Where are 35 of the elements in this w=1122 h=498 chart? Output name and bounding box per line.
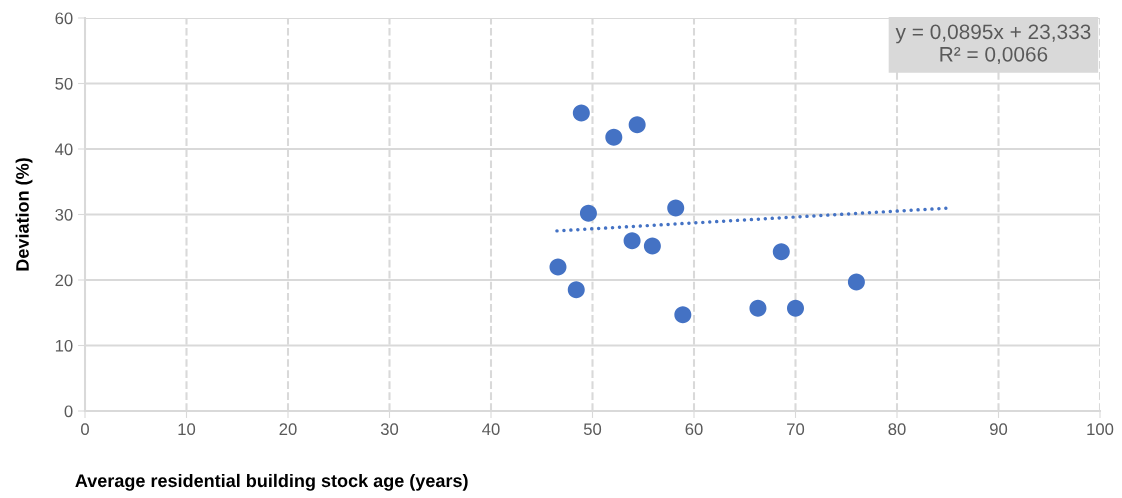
point bbox=[749, 299, 767, 317]
y-tick-label: 0 bbox=[64, 405, 73, 418]
point bbox=[623, 232, 641, 250]
x-tick-label: 40 bbox=[482, 423, 500, 436]
x-tick-label: 100 bbox=[1087, 423, 1114, 436]
point bbox=[674, 306, 692, 324]
point bbox=[579, 204, 597, 222]
y-tick-label: 50 bbox=[55, 77, 73, 90]
x-tick-label: 20 bbox=[279, 423, 297, 436]
y-tick-label: 10 bbox=[55, 339, 73, 352]
y-tick-label: 30 bbox=[55, 208, 73, 221]
x-tick-label: 70 bbox=[787, 423, 805, 436]
y-axis-title: Deviation (%) bbox=[15, 158, 33, 271]
y-tick-label: 20 bbox=[55, 274, 73, 287]
x-tick-label: 80 bbox=[888, 423, 906, 436]
point bbox=[572, 104, 590, 122]
x-tick-label: 10 bbox=[178, 423, 196, 436]
point bbox=[567, 281, 585, 299]
x-tick-label: 30 bbox=[380, 423, 399, 436]
x-axis-title: Average residential building stock age (years) bbox=[75, 473, 468, 491]
annotation: y = 0,0895x + 23,333 R² = 0,0066 bbox=[895, 24, 1091, 65]
point bbox=[628, 116, 646, 134]
point bbox=[643, 237, 661, 255]
y-tick-label: 40 bbox=[55, 143, 73, 156]
point bbox=[605, 128, 623, 146]
point bbox=[549, 258, 567, 276]
x-tick-label: 50 bbox=[583, 423, 602, 436]
y-tick-label: 60 bbox=[55, 12, 73, 25]
point bbox=[786, 299, 805, 317]
point bbox=[667, 199, 685, 217]
x-tick-label: 0 bbox=[81, 423, 89, 436]
x-tick-label: 60 bbox=[685, 423, 703, 436]
point bbox=[772, 243, 790, 261]
point bbox=[847, 273, 865, 291]
x-tick-label: 90 bbox=[990, 423, 1008, 436]
